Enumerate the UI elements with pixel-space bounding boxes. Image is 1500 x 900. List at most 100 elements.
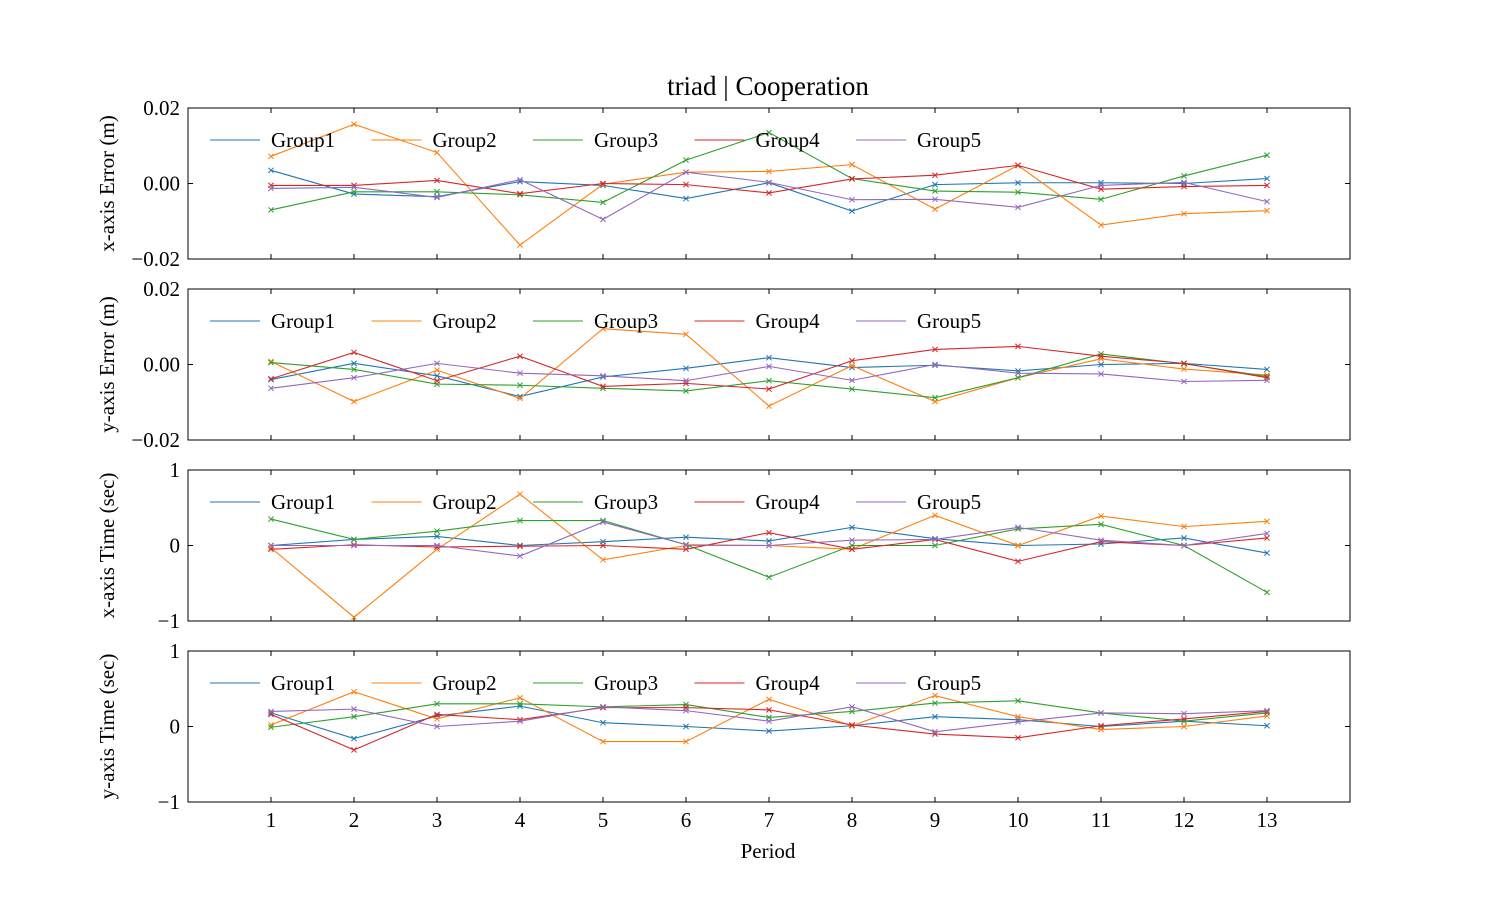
data-point: [517, 353, 523, 360]
data-point: [1015, 204, 1021, 211]
data-point: [1098, 179, 1104, 186]
y-tick-label: −1: [158, 609, 180, 633]
data-point: [268, 153, 274, 160]
data-point: [1098, 196, 1104, 203]
data-point: [766, 189, 772, 196]
legend-label: Group1: [271, 671, 335, 695]
y-tick-label: 0.00: [143, 172, 180, 196]
data-point: [849, 537, 855, 544]
legend-label: Group5: [917, 490, 981, 514]
data-point: [600, 181, 606, 188]
data-point: [434, 194, 440, 201]
series-group4: [268, 343, 1270, 392]
y-tick-label: 1: [170, 458, 181, 482]
data-point: [849, 196, 855, 203]
data-point: [351, 735, 357, 742]
legend-label: Group4: [756, 128, 821, 152]
data-point: [268, 724, 274, 731]
data-point: [351, 614, 357, 621]
y-tick-label: −0.02: [131, 428, 180, 452]
legend-label: Group4: [756, 671, 821, 695]
data-point: [932, 713, 938, 720]
data-point: [683, 181, 689, 188]
data-point: [766, 354, 772, 361]
data-point: [1264, 207, 1270, 214]
series-group4: [268, 529, 1270, 565]
data-point: [1098, 361, 1104, 368]
data-point: [849, 703, 855, 710]
data-point: [1015, 370, 1021, 377]
data-point: [683, 365, 689, 372]
legend-label: Group3: [594, 671, 658, 695]
data-point: [600, 325, 606, 332]
data-point: [1181, 210, 1187, 217]
data-point: [600, 216, 606, 223]
data-point: [434, 360, 440, 367]
data-point: [600, 704, 606, 711]
data-point: [1181, 523, 1187, 530]
data-point: [517, 491, 523, 498]
data-point: [683, 541, 689, 548]
data-point: [268, 708, 274, 715]
data-point: [268, 375, 274, 382]
y-tick-label: 0.02: [143, 96, 180, 120]
data-point: [932, 536, 938, 543]
data-point: [683, 723, 689, 730]
x-tick-label: 3: [432, 808, 443, 832]
legend: Group1 Group2 Group3 Group4 Group5: [210, 128, 981, 152]
x-tick-label: 10: [1008, 808, 1029, 832]
data-point: [1015, 524, 1021, 531]
legend-label: Group5: [917, 671, 981, 695]
data-point: [517, 694, 523, 701]
data-point: [434, 723, 440, 730]
data-point: [932, 181, 938, 188]
series-group5: [268, 360, 1270, 392]
legend-label: Group1: [271, 128, 335, 152]
data-point: [351, 541, 357, 548]
data-point: [1264, 518, 1270, 525]
data-point: [1098, 355, 1104, 362]
data-point: [849, 208, 855, 215]
data-point: [434, 542, 440, 549]
legend-label: Group3: [594, 309, 658, 333]
data-point: [683, 380, 689, 387]
data-point: [1015, 713, 1021, 720]
series-line: [270, 518, 1268, 593]
data-point: [849, 722, 855, 729]
y-axis-label: y-axis Error (m): [95, 296, 119, 432]
data-point: [1264, 722, 1270, 729]
data-point: [1015, 697, 1021, 704]
data-point: [932, 362, 938, 369]
x-tick-label: 8: [847, 808, 858, 832]
data-point: [517, 370, 523, 377]
data-point: [434, 700, 440, 707]
data-point: [517, 242, 523, 248]
legend: Group1 Group2 Group3 Group4 Group5: [210, 671, 981, 695]
data-point: [1264, 377, 1270, 384]
data-point: [932, 700, 938, 707]
x-tick-label: 6: [681, 808, 692, 832]
data-point: [600, 383, 606, 390]
data-point: [932, 361, 938, 368]
legend-label: Group2: [433, 490, 497, 514]
data-point: [1015, 374, 1021, 381]
data-point: [268, 359, 274, 366]
data-point: [766, 403, 772, 409]
series-line: [271, 521, 1268, 557]
data-point: [932, 512, 938, 519]
data-point: [1264, 182, 1270, 189]
data-point: [1181, 366, 1187, 372]
data-point: [351, 398, 357, 405]
series-line: [270, 169, 1268, 212]
legend-label: Group2: [433, 671, 497, 695]
x-tick-label: 4: [515, 808, 526, 832]
legend-label: Group5: [917, 128, 981, 152]
data-point: [849, 708, 855, 715]
data-point: [434, 715, 440, 722]
data-point: [1098, 353, 1104, 360]
series-group4: [268, 162, 1270, 197]
data-point: [517, 395, 523, 402]
y-axis-label: y-axis Time (sec): [95, 654, 119, 800]
data-point: [600, 372, 606, 379]
